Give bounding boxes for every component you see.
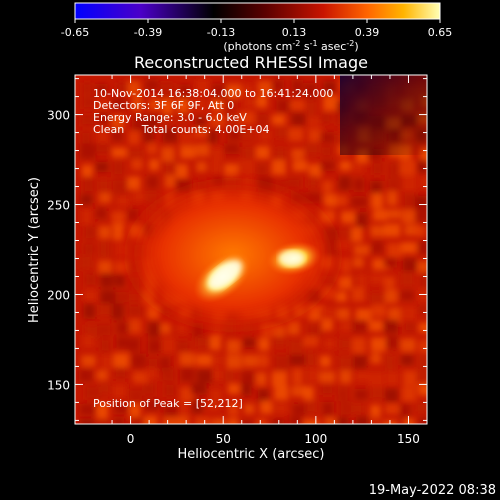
timestamp: 19-May-2022 08:38 [369, 483, 496, 498]
heatmap-image [75, 75, 427, 424]
colorbar-tick-label: 0.39 [355, 26, 380, 39]
flare-sources [193, 241, 322, 304]
annotation-time-range: 10-Nov-2014 16:38:04.000 to 16:41:24.000 [93, 87, 333, 100]
colorbar-tick-label: -0.13 [207, 26, 235, 39]
plot-frame [74, 74, 428, 425]
y-axis-label: Heliocentric Y (arcsec) [27, 177, 42, 323]
annotation-clean-counts: Clean Total counts: 4.00E+04 [93, 123, 270, 136]
annotation-detectors: Detectors: 3F 6F 9F, Att 0 [93, 99, 234, 112]
colorbar [74, 2, 441, 20]
annotation-energy-range: Energy Range: 3.0 - 6.0 keV [93, 111, 247, 124]
y-tick-label: 300 [47, 109, 70, 123]
x-tick-label: 0 [127, 432, 135, 446]
colorbar-tick-label: -0.39 [134, 26, 162, 39]
x-axis-label: Heliocentric X (arcsec) [178, 447, 325, 462]
flare-source-secondary-core [278, 250, 305, 267]
y-tick-label: 200 [47, 288, 70, 302]
colorbar-tick-label: 0.65 [428, 26, 453, 39]
y-axis: 150 200 250 300 [47, 78, 427, 421]
x-tick-label: 100 [304, 432, 327, 446]
colorbar-tick-label: 0.13 [282, 26, 307, 39]
annotation-peak-position: Position of Peak = [52,212] [93, 397, 243, 410]
y-tick-label: 150 [47, 378, 70, 392]
flare-source-peak-core [207, 260, 242, 290]
colorbar-tick-label: -0.65 [61, 26, 89, 39]
colorbar-ticks: -0.65 -0.39 -0.13 0.13 0.39 0.65 [61, 19, 452, 39]
colorbar-units: (photons cm-2 s-1 asec-2) [223, 39, 358, 53]
chart-title: Reconstructed RHESSI Image [134, 53, 368, 72]
x-tick-label: 50 [216, 432, 231, 446]
x-tick-label: 150 [397, 432, 420, 446]
y-tick-label: 250 [47, 199, 70, 213]
x-axis: 0 50 100 150 [111, 75, 428, 446]
